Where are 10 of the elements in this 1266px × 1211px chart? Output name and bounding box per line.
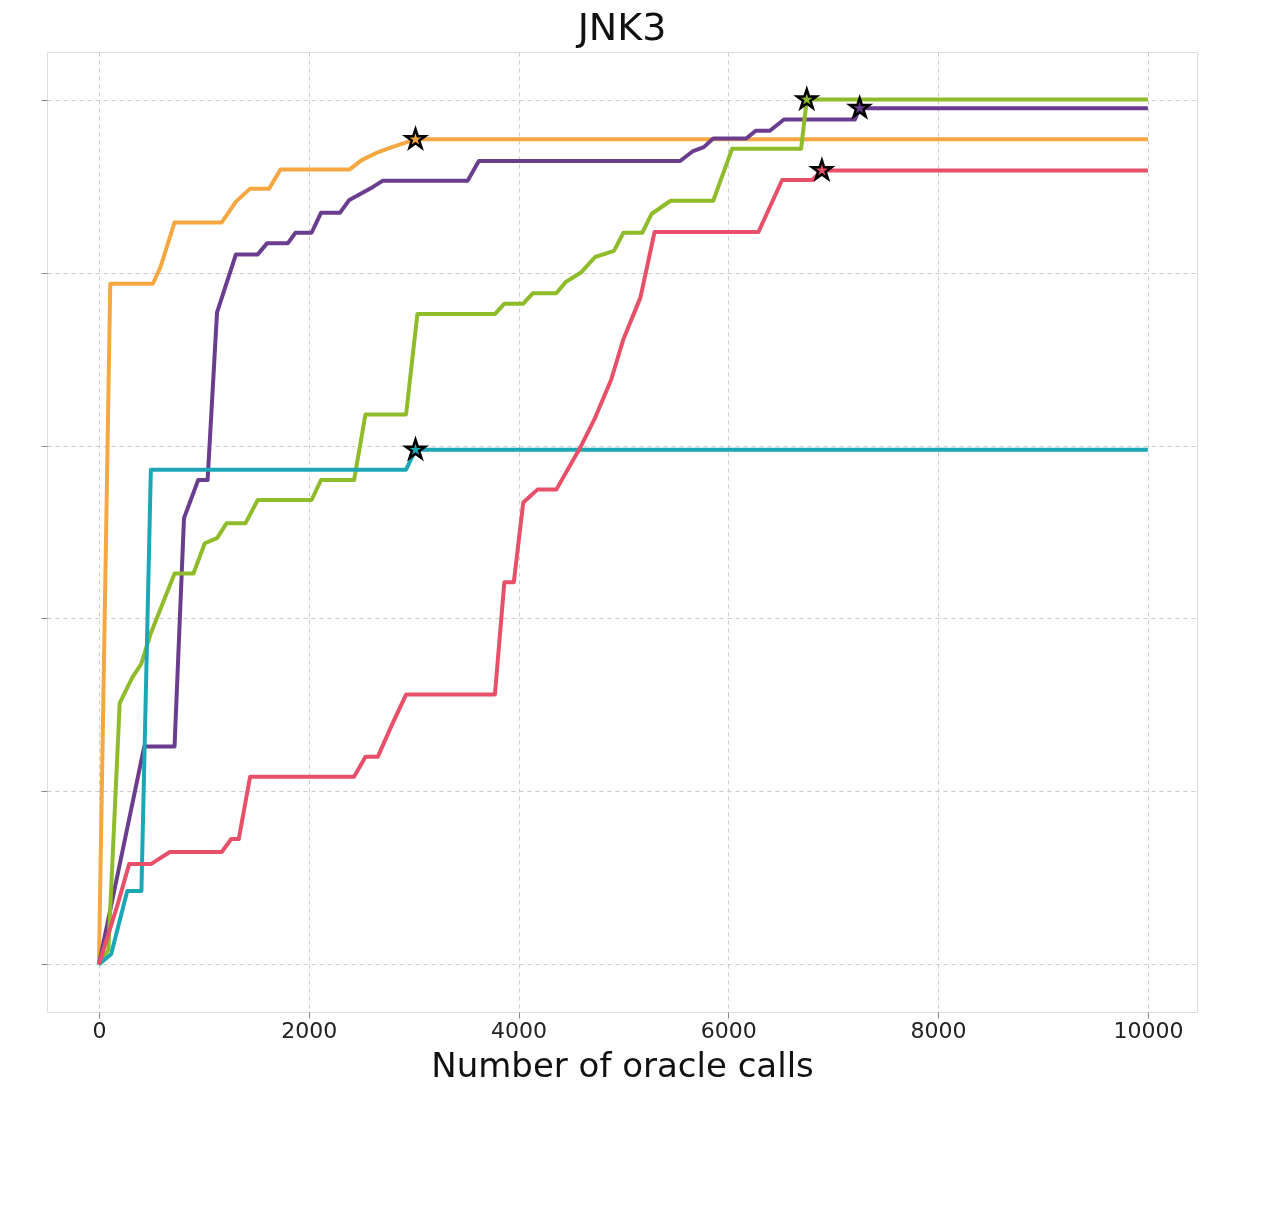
point	[846, 94, 873, 120]
x-tick-label: 6000	[700, 1017, 757, 1043]
x-tick-label: 0	[92, 1017, 107, 1043]
x-tick-label: 8000	[910, 1017, 967, 1043]
x-tick-label: 4000	[491, 1017, 548, 1043]
x-tick-label: 10000	[1113, 1017, 1184, 1043]
x-tick-label: 2000	[281, 1017, 338, 1043]
chart-title: JNK3	[575, 5, 667, 49]
point	[402, 125, 429, 151]
x-axis-title: Number of oracle calls	[431, 1044, 814, 1085]
